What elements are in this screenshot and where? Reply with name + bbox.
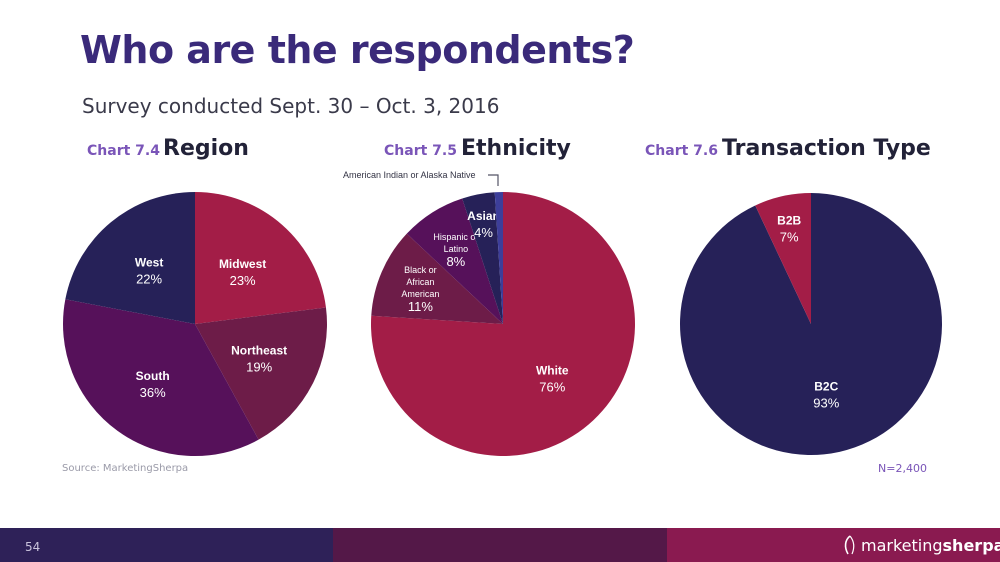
chart-7-6-heading: Transaction Type bbox=[722, 136, 931, 161]
page-subtitle: Survey conducted Sept. 30 – Oct. 3, 2016 bbox=[82, 94, 500, 118]
slice-value-northeast: 19% bbox=[246, 360, 272, 375]
slice-label-hispanic-or-latino: Latino bbox=[444, 244, 469, 254]
chart-7-6-number: Chart 7.6 bbox=[645, 143, 718, 159]
slice-value-south: 36% bbox=[140, 385, 166, 400]
chart-7-4-number: Chart 7.4 bbox=[87, 143, 160, 159]
slice-value-white: 76% bbox=[539, 379, 565, 394]
pie-slice-west bbox=[65, 192, 196, 324]
chart-7-5-number: Chart 7.5 bbox=[384, 143, 457, 159]
pie-slice-northeast bbox=[195, 307, 327, 440]
slice-label-hispanic-or-latino: Hispanic or bbox=[433, 232, 478, 242]
callout-label-american-indian: American Indian or Alaska Native bbox=[343, 170, 476, 180]
slice-value-b2b: 7% bbox=[780, 229, 799, 244]
slice-label-northeast: Northeast bbox=[231, 344, 287, 358]
slice-label-b2b: B2B bbox=[777, 213, 801, 227]
slice-label-white: White bbox=[536, 363, 569, 377]
transaction-pie-chart: B2C 93% B2B 7% bbox=[680, 193, 942, 455]
sample-size: N=2,400 bbox=[878, 462, 927, 475]
slice-label-south: South bbox=[136, 369, 170, 383]
brand-bold-text: sherpa bbox=[942, 535, 1000, 555]
callout-line bbox=[488, 174, 499, 186]
pie-charts: Midwest 23% Northeast 19% South 36% West 22% Wh… bbox=[62, 170, 942, 457]
footer-segment bbox=[0, 528, 334, 562]
slice-label-asian: Asian bbox=[467, 209, 500, 223]
footer-segment bbox=[333, 528, 667, 562]
source-note: Source: MarketingSherpa bbox=[62, 463, 189, 474]
pie-slice-south bbox=[62, 299, 259, 457]
pie-slice-black-or-african-american bbox=[371, 233, 503, 324]
slice-value-midwest: 23% bbox=[230, 273, 256, 288]
chart-7-4-heading: Region bbox=[163, 136, 249, 161]
footer-bar bbox=[0, 528, 1000, 562]
pie-slice-white bbox=[371, 192, 636, 456]
chart-7-5-heading: Ethnicity bbox=[461, 136, 571, 161]
pie-slice-midwest bbox=[195, 192, 326, 324]
pie-slice-american-indian-or-alaska-native bbox=[494, 192, 503, 324]
slice-label-black-or-african-american: African bbox=[406, 277, 434, 287]
page-number: 54 bbox=[25, 540, 41, 554]
sherpa-logo-icon bbox=[844, 535, 855, 555]
brand-regular-text: marketing bbox=[861, 535, 943, 555]
pie-slice-b2b bbox=[755, 193, 811, 324]
pie-slice-asian bbox=[462, 192, 503, 324]
footer-segment bbox=[666, 528, 1000, 562]
slice-value-west: 22% bbox=[136, 272, 162, 287]
slice-value-b2c: 93% bbox=[813, 395, 839, 410]
slice-label-black-or-african-american: Black or bbox=[404, 265, 437, 275]
slice-value-asian: 4% bbox=[474, 225, 493, 240]
slice-label-black-or-african-american: American bbox=[401, 289, 439, 299]
region-pie-chart: Midwest 23% Northeast 19% South 36% West 22% bbox=[62, 192, 327, 457]
slice-value-black-or-african-american: 11% bbox=[408, 299, 433, 314]
slice-label-b2c: B2C bbox=[814, 379, 838, 393]
brand-logo: marketing sherpa bbox=[842, 535, 1000, 555]
page-title: Who are the respondents? bbox=[80, 28, 635, 72]
pie-slice-hispanic-or-latino bbox=[406, 198, 503, 324]
slice-label-west: West bbox=[135, 256, 163, 270]
slice-label-midwest: Midwest bbox=[219, 257, 266, 271]
slice-value-hispanic-or-latino: 8% bbox=[446, 254, 465, 269]
